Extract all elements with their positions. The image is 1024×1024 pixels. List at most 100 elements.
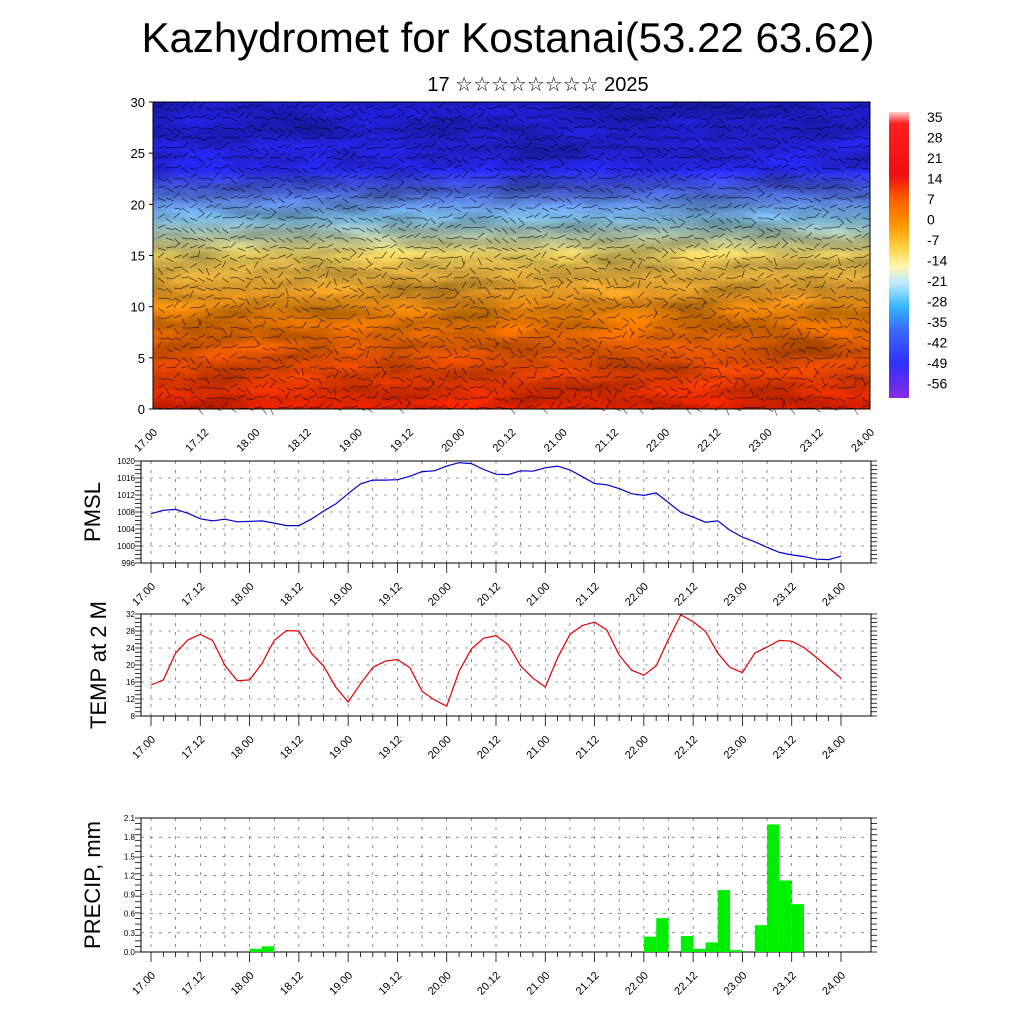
wind-barb xyxy=(421,235,430,239)
wind-barb xyxy=(189,197,198,203)
wind-barb xyxy=(813,285,822,289)
wind-barb xyxy=(493,365,502,369)
wind-barb xyxy=(381,337,390,341)
wind-barb xyxy=(773,227,782,232)
wind-barb xyxy=(589,326,599,329)
wind-barb xyxy=(861,297,869,304)
wind-barb xyxy=(685,155,694,159)
wind-barb xyxy=(309,184,318,189)
wind-barb xyxy=(269,381,276,389)
wind-barb xyxy=(381,137,390,142)
wind-barb xyxy=(789,154,798,159)
wind-barb xyxy=(741,325,750,329)
wind-barb xyxy=(613,137,622,141)
wind-barb xyxy=(677,103,685,109)
wind-barb xyxy=(613,216,622,219)
wind-barb xyxy=(693,380,698,389)
wind-barb xyxy=(437,293,445,299)
wind-barb xyxy=(629,146,638,149)
wind-barb xyxy=(165,267,174,272)
wind-barb xyxy=(573,387,582,392)
wind-barb xyxy=(549,327,558,331)
wind-barb xyxy=(357,277,363,285)
wind-barb xyxy=(365,247,374,251)
wind-barb xyxy=(573,390,577,399)
wind-barb xyxy=(725,167,734,173)
wind-barb xyxy=(861,232,869,239)
wind-barb xyxy=(845,374,854,379)
wind-barb xyxy=(357,306,366,309)
wind-barb xyxy=(429,142,437,149)
wind-barb xyxy=(741,307,750,313)
wind-barb xyxy=(677,387,686,391)
wind-barb xyxy=(349,247,357,254)
wind-barb xyxy=(621,194,630,199)
wind-barb xyxy=(853,195,862,199)
heatmap-xtick-label: 20.12 xyxy=(491,427,519,455)
wind-barb xyxy=(749,237,757,243)
wind-barb xyxy=(741,337,750,342)
wind-barb xyxy=(829,277,838,281)
wind-barb xyxy=(709,327,718,331)
wind-barb xyxy=(541,287,550,293)
wind-barb xyxy=(381,327,391,329)
wind-barb xyxy=(613,207,622,211)
wind-barb xyxy=(173,297,182,302)
wind-barb xyxy=(341,356,350,359)
wind-barb xyxy=(365,173,373,179)
wind-barb xyxy=(413,257,423,260)
wind-barb xyxy=(477,216,486,219)
temperature-xtick-label: 21.00 xyxy=(524,734,552,762)
wind-barb xyxy=(445,224,454,229)
wind-barb xyxy=(397,303,406,309)
wind-barb xyxy=(549,207,558,211)
wind-barb xyxy=(613,357,622,361)
wind-barb xyxy=(797,377,806,381)
wind-barb xyxy=(349,385,358,389)
wind-barb xyxy=(493,341,500,349)
wind-barb xyxy=(181,142,189,149)
wind-barb xyxy=(365,332,373,339)
wind-barb xyxy=(197,237,206,242)
wind-barb xyxy=(509,347,515,356)
wind-barb xyxy=(733,367,741,373)
wind-barb xyxy=(605,144,614,149)
wind-barb xyxy=(421,377,429,383)
wind-barb xyxy=(317,320,322,329)
wind-barb xyxy=(157,185,166,189)
wind-barb xyxy=(213,297,222,300)
wind-barb xyxy=(445,317,453,324)
colorbar-label: 14 xyxy=(927,171,943,187)
wind-barb xyxy=(653,310,658,319)
wind-barb xyxy=(213,287,222,292)
wind-barb xyxy=(629,123,637,129)
wind-barb xyxy=(501,307,509,313)
wind-barb xyxy=(477,112,485,119)
wind-barb xyxy=(453,115,462,119)
wind-barb xyxy=(301,287,310,291)
wind-barb xyxy=(269,267,278,271)
wind-barb xyxy=(373,325,382,329)
pmsl-side-ticks xyxy=(135,460,877,573)
wind-barb xyxy=(381,294,390,299)
wind-barb xyxy=(437,117,446,122)
wind-barb xyxy=(205,344,214,349)
wind-barb xyxy=(693,307,702,311)
wind-barb xyxy=(853,205,862,209)
wind-barb xyxy=(157,213,166,219)
wind-barb xyxy=(669,167,678,172)
wind-barb xyxy=(565,352,573,359)
wind-barb xyxy=(669,333,677,339)
wind-barb xyxy=(837,377,845,383)
wind-barb xyxy=(197,397,205,403)
wind-barb xyxy=(293,287,302,292)
wind-barb xyxy=(765,377,774,381)
wind-barb xyxy=(165,337,174,341)
wind-barb xyxy=(845,350,850,359)
wind-barb xyxy=(597,340,602,349)
wind-barb xyxy=(317,307,326,312)
wind-barb xyxy=(605,127,615,129)
wind-barb xyxy=(821,280,826,289)
wind-barb xyxy=(613,195,622,199)
wind-barb xyxy=(205,405,214,409)
